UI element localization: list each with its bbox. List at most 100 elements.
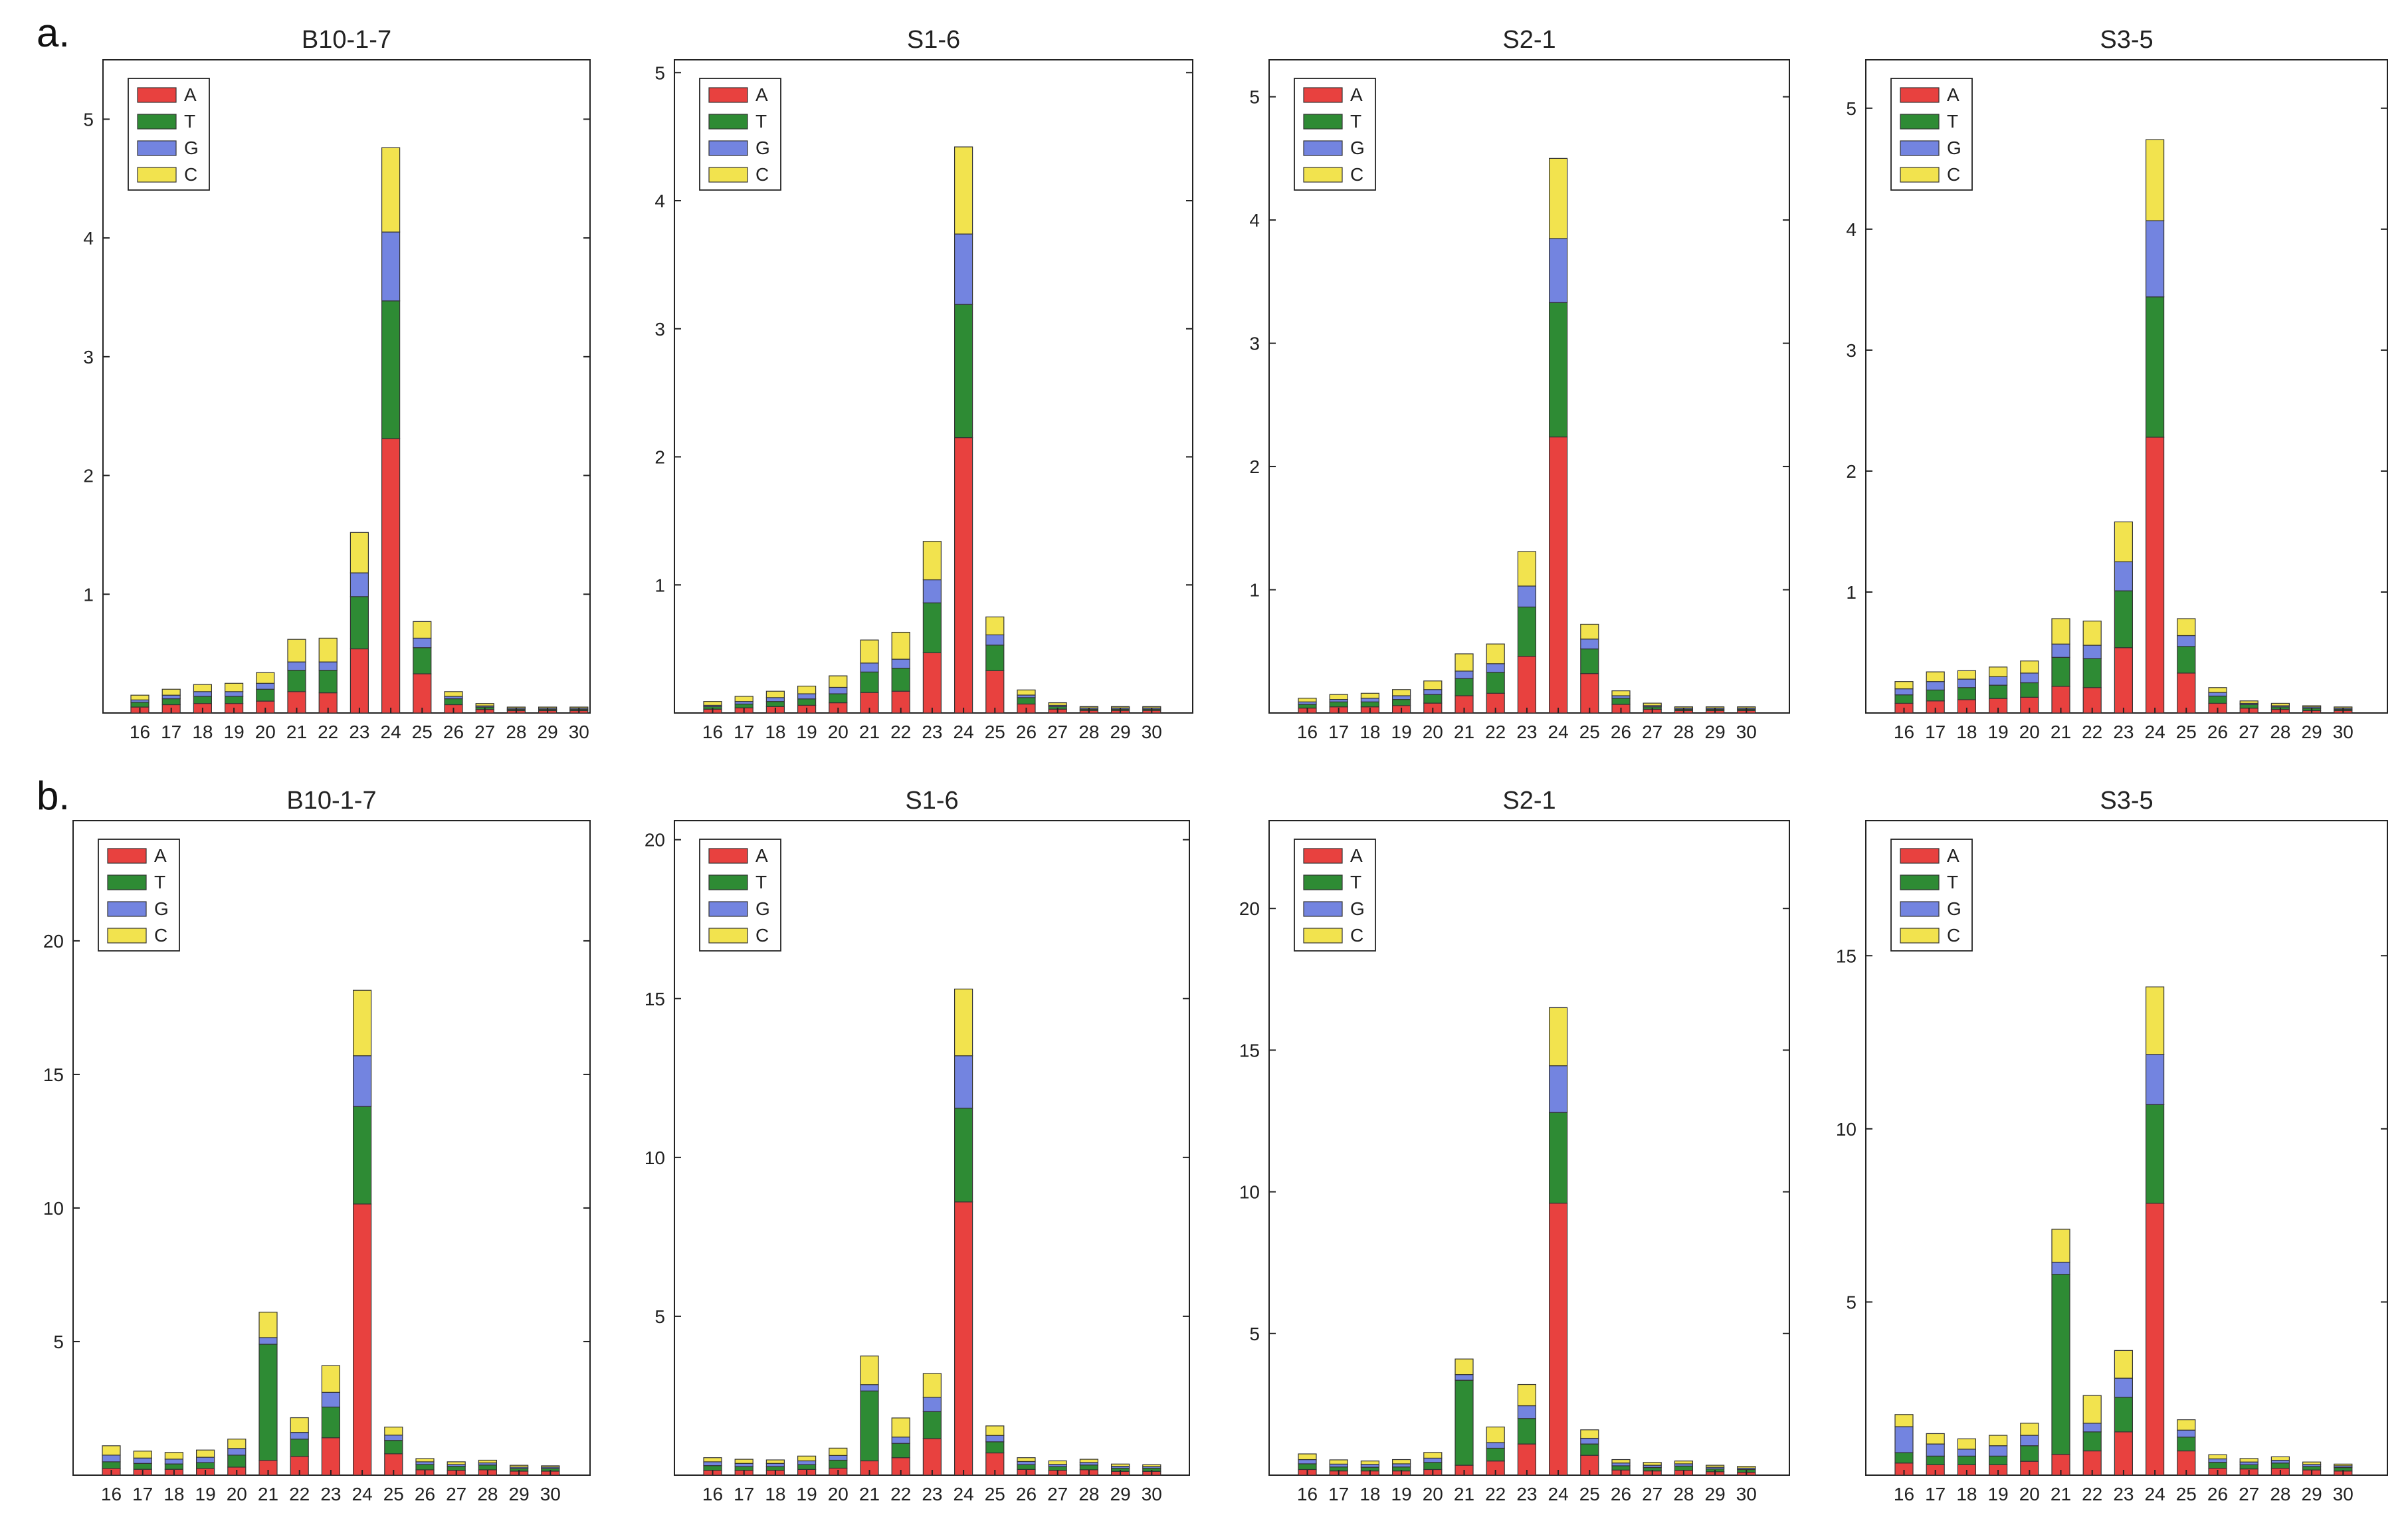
legend-swatch-G (1303, 140, 1343, 156)
bar-T-16 (102, 1461, 121, 1469)
bar-G-17 (1329, 1463, 1348, 1468)
legend-swatch-T (1303, 114, 1343, 130)
x-tick-label: 24 (352, 1484, 373, 1504)
bar-G-22 (1486, 1442, 1505, 1449)
bar-C-25 (2177, 1419, 2196, 1431)
legend-label-C: C (1350, 164, 1363, 185)
bar-G-25 (413, 637, 432, 649)
bar-G-21 (2051, 643, 2070, 658)
x-tick-label: 30 (1736, 1484, 1757, 1504)
chart-title: B10-1-7 (302, 26, 391, 54)
bar-T-26 (1611, 1465, 1631, 1470)
legend-swatch-T (137, 114, 177, 130)
bar-C-17 (1329, 1459, 1348, 1465)
x-tick-label: 25 (1579, 722, 1600, 742)
bar-G-20 (829, 1455, 848, 1461)
legend-label-C: C (1947, 925, 1960, 946)
bar-T-18 (1360, 701, 1379, 708)
bar-T-27 (447, 1466, 466, 1471)
x-tick-label: 20 (1423, 1484, 1443, 1504)
x-tick-label: 17 (1925, 1484, 1946, 1504)
legend-label-G: G (1350, 898, 1365, 919)
x-tick-label: 22 (2082, 1484, 2102, 1504)
x-tick-label: 20 (2019, 722, 2040, 742)
chart-title: S1-6 (905, 787, 958, 815)
x-tick-label: 28 (1673, 722, 1694, 742)
x-tick-label: 29 (2302, 722, 2322, 742)
bar-T-27 (2239, 704, 2258, 709)
chart-panel-6: S1-6 5 10 15 20 16 17 18 19 20 21 22 23 24 25 26 27 28 29 3… (645, 787, 1190, 1504)
x-tick-label: 30 (540, 1484, 561, 1504)
bar-G-24 (953, 1055, 973, 1109)
bar-T-23 (1517, 1418, 1536, 1445)
bar-G-23 (350, 572, 369, 597)
bar-G-23 (1517, 585, 1536, 608)
legend-label-A: A (154, 845, 167, 866)
legend-label-A: A (1350, 84, 1363, 105)
bar-G-25 (384, 1435, 403, 1441)
bar-C-24 (2146, 139, 2165, 221)
bar-G-24 (2146, 1054, 2165, 1105)
bar-C-19 (1392, 689, 1411, 696)
bar-C-22 (290, 1417, 309, 1433)
chart-title: S2-1 (1502, 26, 1555, 54)
bar-T-24 (381, 300, 401, 439)
legend-swatch-G (107, 901, 147, 917)
legend-label-T: T (184, 111, 195, 132)
bar-T-18 (765, 701, 785, 707)
bar-C-23 (1517, 551, 1536, 587)
y-tick-label: 5 (1846, 1292, 1856, 1312)
legend-swatch-T (1303, 874, 1343, 890)
y-tick-label: 15 (1836, 946, 1856, 966)
x-tick-label: 26 (1611, 722, 1631, 742)
legend-label-T: T (1947, 872, 1958, 892)
legend-swatch-C (1303, 167, 1343, 183)
bar-G-21 (1455, 1374, 1474, 1381)
y-tick-label: 20 (645, 830, 665, 851)
bar-T-18 (1957, 1455, 1976, 1465)
bar-T-22 (1486, 1447, 1505, 1462)
bar-T-29 (2302, 1466, 2322, 1470)
bar-G-19 (1989, 1445, 2008, 1457)
bar-A-24 (953, 437, 973, 714)
bar-T-16 (130, 702, 150, 708)
bar-A-23 (321, 1437, 340, 1476)
x-tick-label: 25 (412, 722, 433, 742)
x-tick-label: 18 (1956, 722, 1977, 742)
chart-title: S3-5 (2100, 26, 2153, 54)
bar-G-16 (102, 1455, 121, 1463)
x-tick-label: 30 (2333, 1484, 2354, 1504)
bar-T-26 (1017, 697, 1036, 705)
chart-title: S2-1 (1502, 787, 1555, 815)
x-tick-label: 29 (1110, 722, 1131, 742)
bar-C-24 (381, 147, 401, 233)
bar-T-28 (2270, 1463, 2290, 1469)
bar-T-23 (321, 1406, 340, 1439)
bar-G-24 (1549, 1065, 1568, 1113)
x-tick-label: 21 (1454, 722, 1474, 742)
bar-T-22 (2082, 1431, 2102, 1452)
x-tick-label: 17 (734, 1484, 754, 1504)
x-tick-label: 27 (1642, 722, 1662, 742)
y-tick-label: 5 (654, 1306, 665, 1327)
bar-T-24 (953, 304, 973, 439)
legend-swatch-A (708, 87, 748, 103)
legend-label-T: T (154, 872, 165, 892)
bar-T-23 (922, 1411, 942, 1439)
bar-C-25 (1580, 623, 1599, 640)
x-tick-label: 28 (506, 722, 526, 742)
bar-C-19 (797, 1455, 817, 1462)
bar-T-24 (2146, 296, 2165, 438)
legend-label-G: G (184, 138, 199, 158)
x-tick-label: 16 (1297, 722, 1318, 742)
bar-A-24 (1549, 1203, 1568, 1476)
bar-C-28 (1674, 1461, 1693, 1465)
bar-G-21 (860, 662, 879, 672)
bar-A-23 (922, 652, 942, 714)
bar-C-22 (1486, 1426, 1505, 1443)
bar-C-25 (2177, 618, 2196, 637)
panel-label-b: b. (37, 773, 70, 818)
legend-label-C: C (1350, 925, 1363, 946)
bar-T-20 (1423, 694, 1443, 704)
bar-T-22 (290, 1439, 309, 1457)
